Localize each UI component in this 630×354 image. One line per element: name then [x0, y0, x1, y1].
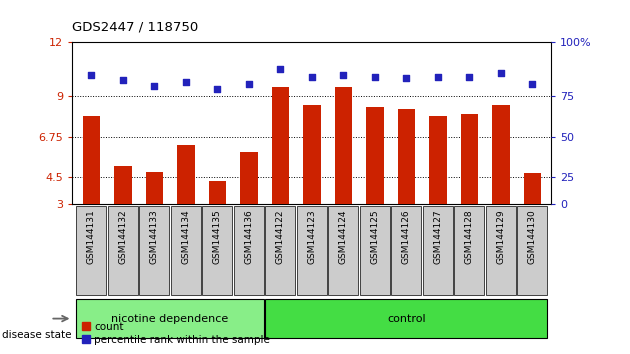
Text: GSM144133: GSM144133 — [150, 210, 159, 264]
FancyBboxPatch shape — [517, 206, 547, 296]
Point — [149, 83, 159, 88]
FancyBboxPatch shape — [265, 206, 295, 296]
Bar — [335, 87, 352, 204]
FancyBboxPatch shape — [454, 206, 484, 296]
Text: GSM144123: GSM144123 — [307, 210, 316, 264]
Text: GSM144132: GSM144132 — [118, 210, 127, 264]
Text: GSM144128: GSM144128 — [465, 210, 474, 264]
Text: disease state: disease state — [2, 330, 71, 339]
Text: GSM144126: GSM144126 — [402, 210, 411, 264]
Point — [527, 81, 537, 87]
Bar — [492, 105, 510, 204]
Text: GSM144125: GSM144125 — [370, 210, 379, 264]
FancyBboxPatch shape — [328, 206, 358, 296]
Text: nicotine dependence: nicotine dependence — [112, 314, 229, 324]
Point — [496, 70, 506, 76]
Bar — [177, 145, 195, 204]
Text: control: control — [387, 314, 426, 324]
Point — [433, 74, 443, 79]
FancyBboxPatch shape — [76, 299, 264, 338]
FancyBboxPatch shape — [423, 206, 453, 296]
Point — [275, 67, 285, 72]
Point — [118, 77, 128, 83]
FancyBboxPatch shape — [108, 206, 138, 296]
Text: GSM144134: GSM144134 — [181, 210, 190, 264]
Text: GSM144129: GSM144129 — [496, 210, 505, 264]
Point — [370, 74, 380, 79]
FancyBboxPatch shape — [265, 299, 547, 338]
Point — [86, 72, 96, 78]
Text: GSM144136: GSM144136 — [244, 210, 253, 264]
FancyBboxPatch shape — [139, 206, 169, 296]
FancyBboxPatch shape — [486, 206, 516, 296]
Bar — [272, 87, 289, 204]
Point — [464, 74, 474, 79]
Text: GSM144127: GSM144127 — [433, 210, 442, 264]
Bar — [83, 116, 100, 204]
Point — [181, 79, 191, 85]
Point — [212, 86, 222, 92]
Text: GDS2447 / 118750: GDS2447 / 118750 — [72, 21, 198, 34]
Legend: count, percentile rank within the sample: count, percentile rank within the sample — [77, 317, 275, 349]
Bar — [146, 172, 163, 204]
Bar — [240, 152, 258, 204]
Text: GSM144124: GSM144124 — [339, 210, 348, 264]
Bar — [209, 181, 226, 204]
FancyBboxPatch shape — [76, 206, 106, 296]
Point — [244, 81, 254, 87]
Bar — [524, 173, 541, 204]
FancyBboxPatch shape — [391, 206, 421, 296]
FancyBboxPatch shape — [360, 206, 390, 296]
Bar — [114, 166, 132, 204]
Point — [401, 75, 411, 81]
Text: GSM144135: GSM144135 — [213, 210, 222, 264]
Bar — [366, 107, 384, 204]
Point — [338, 72, 348, 78]
Bar — [461, 114, 478, 204]
FancyBboxPatch shape — [202, 206, 232, 296]
Text: GSM144130: GSM144130 — [528, 210, 537, 264]
FancyBboxPatch shape — [234, 206, 264, 296]
Bar — [429, 116, 447, 204]
FancyBboxPatch shape — [297, 206, 327, 296]
Text: GSM144131: GSM144131 — [87, 210, 96, 264]
Bar — [398, 109, 415, 204]
Bar — [303, 105, 321, 204]
FancyBboxPatch shape — [171, 206, 201, 296]
Text: GSM144122: GSM144122 — [276, 210, 285, 264]
Point — [307, 74, 317, 79]
